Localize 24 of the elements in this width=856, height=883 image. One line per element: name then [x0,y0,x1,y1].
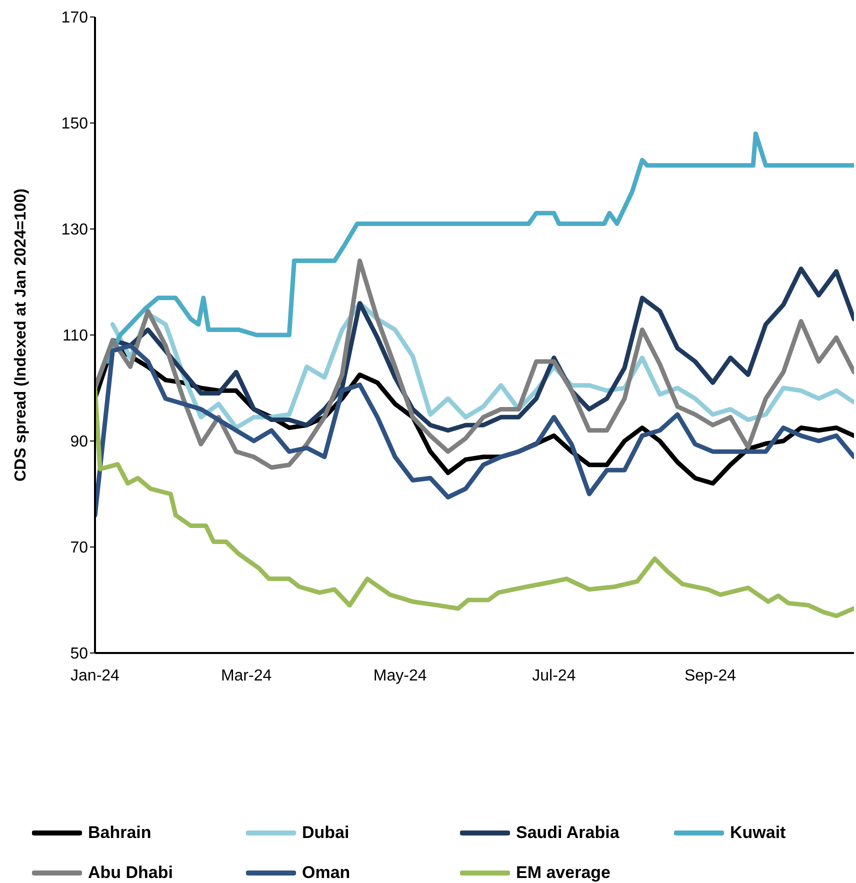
legend-label: Dubai [302,823,350,843]
y-tick-label: 150 [61,116,88,133]
x-tick-label: May-24 [373,667,427,684]
line-series [95,343,854,518]
legend-label: Kuwait [730,823,786,843]
x-tick-label: Mar-24 [220,667,272,684]
legend-label: Abu Dhabi [88,863,173,883]
legend-label: EM average [516,863,610,883]
y-tick-label: 110 [62,328,88,345]
y-tick-label: 130 [61,222,88,239]
y-axis-title: CDS spread (Indexed at Jan 2024=100) [12,188,30,482]
legend-label: Bahrain [88,823,152,843]
legend-label: Saudi Arabia [516,823,620,843]
legend-label: Oman [302,863,350,883]
line-series [95,386,854,618]
y-tick-label: 50 [70,646,88,663]
x-tick-label: Jan-24 [70,667,120,684]
line-series [95,258,854,470]
y-tick-label: 90 [70,434,88,451]
y-tick-label: 70 [70,540,88,557]
line-series [105,131,854,364]
y-tick-label: 170 [61,10,88,27]
x-tick-label: Sep-24 [684,667,736,684]
x-tick-label: Jul-24 [532,667,576,684]
